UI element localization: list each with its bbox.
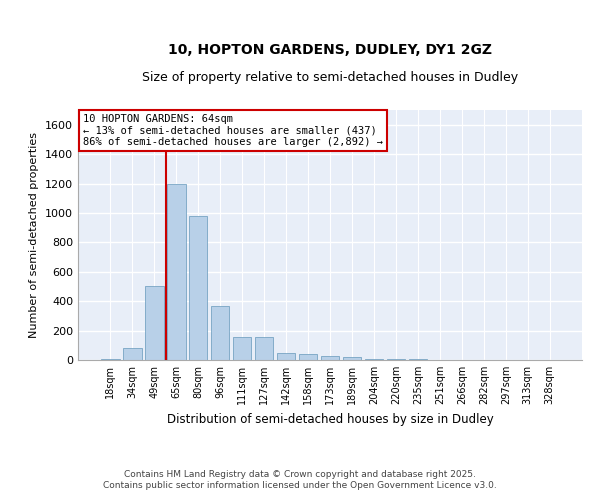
Bar — [365, 358, 383, 360]
Bar — [123, 348, 142, 360]
Text: Size of property relative to semi-detached houses in Dudley: Size of property relative to semi-detach… — [142, 71, 518, 84]
Bar — [386, 359, 405, 360]
Bar — [189, 216, 208, 360]
Bar — [211, 306, 229, 360]
Bar — [277, 352, 295, 360]
X-axis label: Distribution of semi-detached houses by size in Dudley: Distribution of semi-detached houses by … — [167, 412, 493, 426]
Bar — [145, 286, 164, 360]
Bar — [343, 357, 361, 360]
Bar — [299, 354, 317, 360]
Bar — [233, 337, 251, 360]
Bar — [320, 356, 340, 360]
Text: 10 HOPTON GARDENS: 64sqm
← 13% of semi-detached houses are smaller (437)
86% of : 10 HOPTON GARDENS: 64sqm ← 13% of semi-d… — [83, 114, 383, 147]
Y-axis label: Number of semi-detached properties: Number of semi-detached properties — [29, 132, 40, 338]
Bar — [255, 337, 274, 360]
Text: Contains HM Land Registry data © Crown copyright and database right 2025.
Contai: Contains HM Land Registry data © Crown c… — [103, 470, 497, 490]
Bar — [101, 358, 119, 360]
Bar — [167, 184, 185, 360]
Text: 10, HOPTON GARDENS, DUDLEY, DY1 2GZ: 10, HOPTON GARDENS, DUDLEY, DY1 2GZ — [168, 43, 492, 57]
